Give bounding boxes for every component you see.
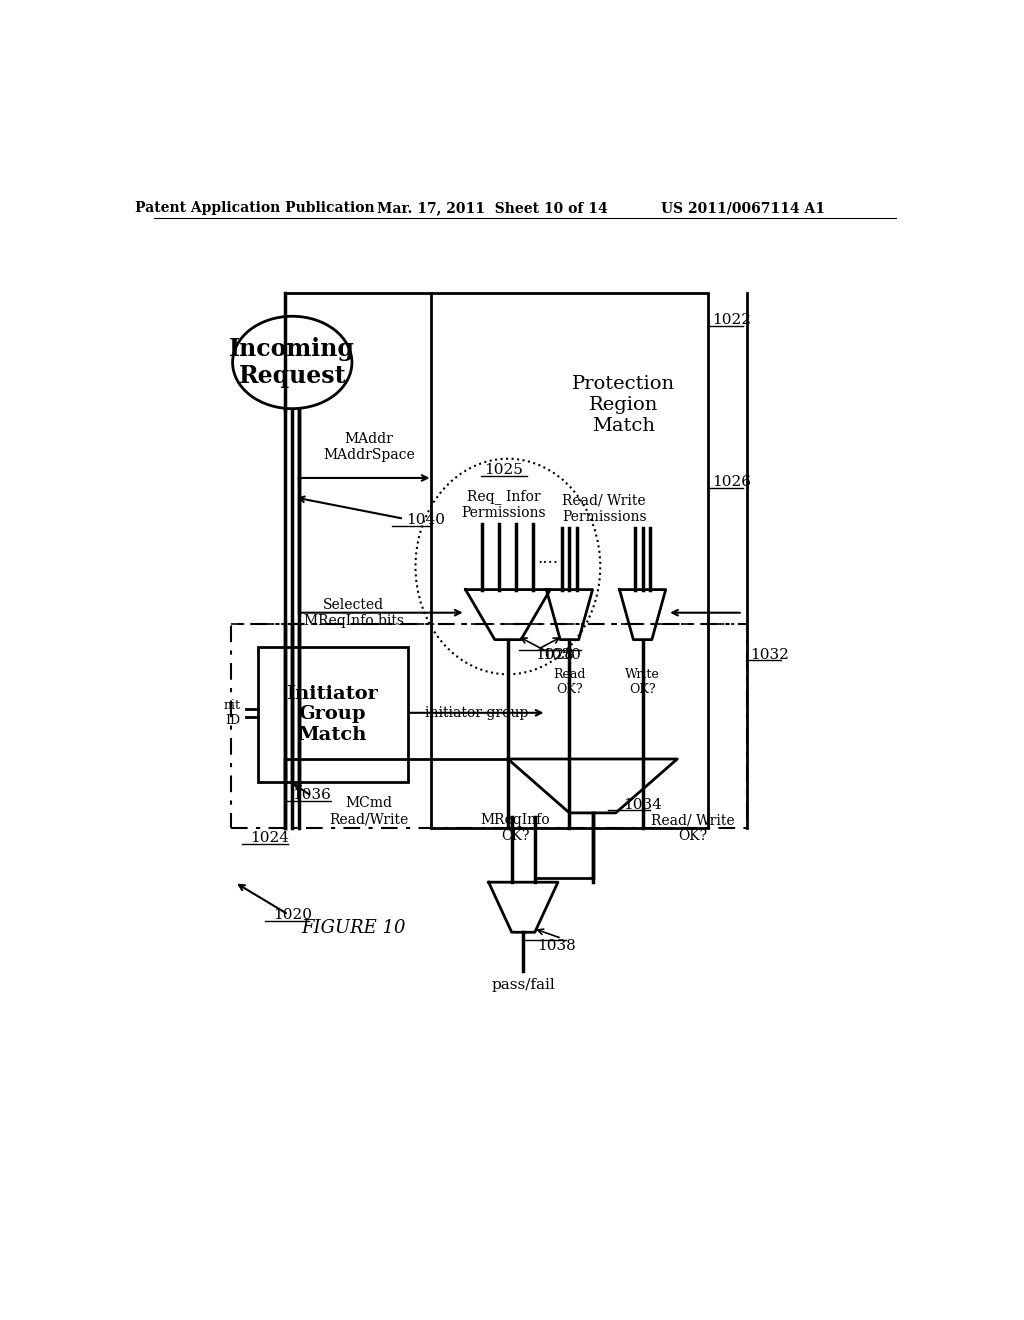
Text: MCmd
Read/Write: MCmd Read/Write: [330, 796, 409, 826]
Text: 1040: 1040: [407, 513, 445, 527]
Text: Selected
MReqInfo bits: Selected MReqInfo bits: [304, 598, 403, 628]
Bar: [230, 624, 746, 829]
Text: 1034: 1034: [624, 799, 663, 812]
Text: Write
OK?: Write OK?: [626, 668, 660, 696]
Text: FIGURE 10: FIGURE 10: [302, 920, 407, 937]
Text: 1028: 1028: [535, 648, 573, 663]
Text: initiator group: initiator group: [425, 706, 528, 719]
Text: 1022: 1022: [712, 313, 751, 327]
Text: Initiator
Group
Match: Initiator Group Match: [287, 685, 378, 744]
Text: 1026: 1026: [712, 475, 751, 488]
Text: Mar. 17, 2011  Sheet 10 of 14: Mar. 17, 2011 Sheet 10 of 14: [377, 202, 608, 215]
Text: Read
OK?: Read OK?: [553, 668, 586, 696]
Text: Req_ Infor
Permissions: Req_ Infor Permissions: [462, 490, 547, 520]
Text: Protection
Region
Match: Protection Region Match: [571, 375, 675, 434]
Text: MAddr
MAddrSpace: MAddr MAddrSpace: [324, 432, 415, 462]
Text: pass/fail: pass/fail: [492, 978, 555, 991]
Text: ....: ....: [538, 550, 558, 568]
Text: Patent Application Publication: Patent Application Publication: [135, 202, 375, 215]
Text: 1030: 1030: [543, 648, 582, 663]
Text: 1036: 1036: [292, 788, 331, 803]
Text: Read/ Write
Permissions: Read/ Write Permissions: [562, 494, 646, 524]
Text: 1025: 1025: [484, 463, 523, 478]
Text: 1024: 1024: [250, 830, 289, 845]
Text: nit
ID: nit ID: [223, 698, 241, 727]
Text: 1020: 1020: [273, 908, 312, 923]
Text: Read/ Write
OK?: Read/ Write OK?: [651, 813, 734, 843]
Text: US 2011/0067114 A1: US 2011/0067114 A1: [660, 202, 824, 215]
Bar: [431, 293, 708, 829]
Text: MReqInfo
CK?: MReqInfo CK?: [480, 813, 550, 843]
Text: 1032: 1032: [751, 648, 790, 663]
Text: 1038: 1038: [538, 939, 575, 953]
Bar: [258, 647, 408, 781]
Text: Incoming
Request: Incoming Request: [229, 337, 355, 388]
